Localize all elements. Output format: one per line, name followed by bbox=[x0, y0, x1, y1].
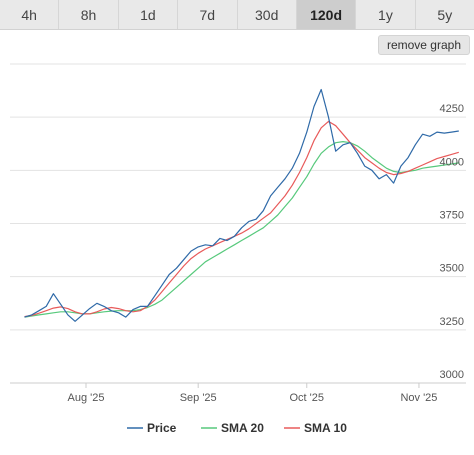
x-tick-label: Oct '25 bbox=[290, 392, 325, 404]
legend-label: SMA 10 bbox=[304, 421, 347, 435]
y-tick-label: 3750 bbox=[440, 210, 464, 222]
range-button-1y[interactable]: 1y bbox=[356, 0, 416, 29]
y-tick-label: 3250 bbox=[440, 316, 464, 328]
range-button-7d[interactable]: 7d bbox=[178, 0, 238, 29]
remove-graph-button[interactable]: remove graph bbox=[377, 35, 470, 55]
range-button-5y[interactable]: 5y bbox=[437, 6, 453, 23]
range-button-8h[interactable]: 8h bbox=[59, 0, 119, 29]
legend-item-price[interactable]: Price bbox=[127, 421, 177, 435]
legend: Price SMA 20 SMA 10 bbox=[127, 421, 347, 435]
series-line-sma-10 bbox=[24, 120, 459, 318]
grid bbox=[10, 63, 466, 384]
legend-label: SMA 20 bbox=[221, 421, 264, 435]
range-button-4h[interactable]: 4h bbox=[0, 0, 60, 29]
x-axis: Aug '25 Sep '25 Oct '25 Nov '25 bbox=[68, 383, 437, 404]
series-line-sma-20 bbox=[24, 141, 459, 318]
legend-label: Price bbox=[147, 421, 177, 435]
legend-item-sma-20[interactable]: SMA 20 bbox=[201, 421, 264, 435]
x-tick-label: Sep '25 bbox=[180, 392, 217, 404]
legend-item-sma-10[interactable]: SMA 10 bbox=[284, 421, 347, 435]
range-button-1d[interactable]: 1d bbox=[119, 0, 179, 29]
y-tick-label: 4250 bbox=[440, 103, 464, 115]
x-tick-label: Aug '25 bbox=[68, 392, 105, 404]
x-tick-label: Nov '25 bbox=[400, 392, 437, 404]
y-axis: 3000 3250 3500 3750 4000 4250 bbox=[440, 103, 464, 381]
y-tick-label: 4000 bbox=[440, 156, 464, 168]
y-tick-label: 3500 bbox=[440, 263, 464, 275]
y-tick-label: 3000 bbox=[440, 369, 464, 381]
series-line-price bbox=[24, 88, 459, 322]
range-button-30d[interactable]: 30d bbox=[238, 0, 297, 29]
time-range-selector: 4h 8h 1d 7d 30d 120d 1y 5y bbox=[0, 0, 474, 30]
range-button-120d[interactable]: 120d bbox=[296, 0, 357, 29]
series-lines bbox=[24, 88, 459, 322]
